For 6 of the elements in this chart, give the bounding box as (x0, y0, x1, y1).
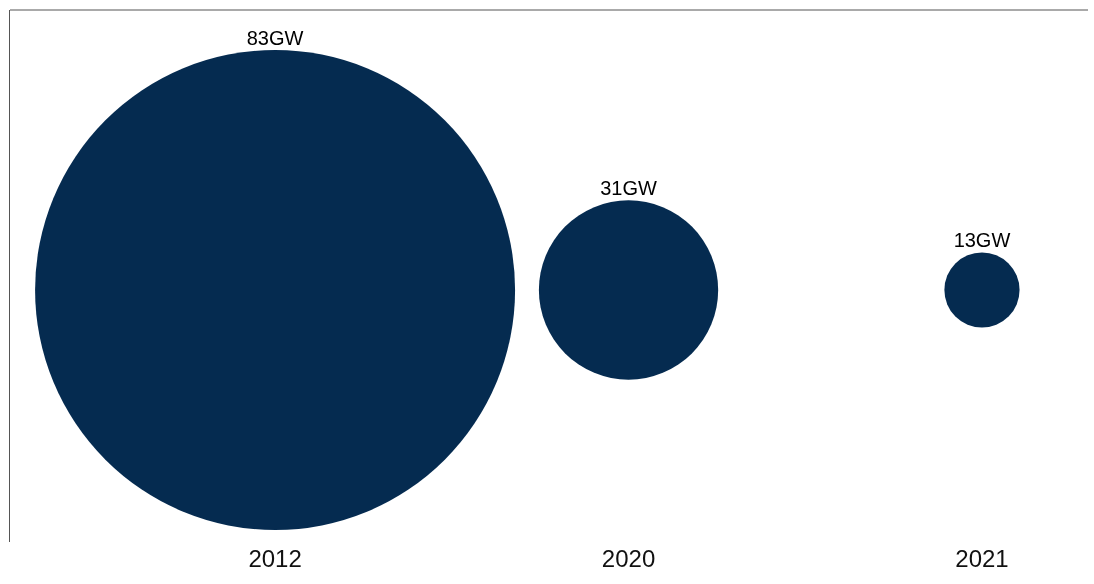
category-label: 2020 (601, 545, 656, 572)
data-label: 31GW (600, 177, 657, 200)
category-label: 2012 (248, 545, 302, 572)
data-label: 13GW (953, 229, 1011, 252)
category-label: 2021 (955, 545, 1009, 572)
data-label: 83GW (246, 27, 304, 49)
